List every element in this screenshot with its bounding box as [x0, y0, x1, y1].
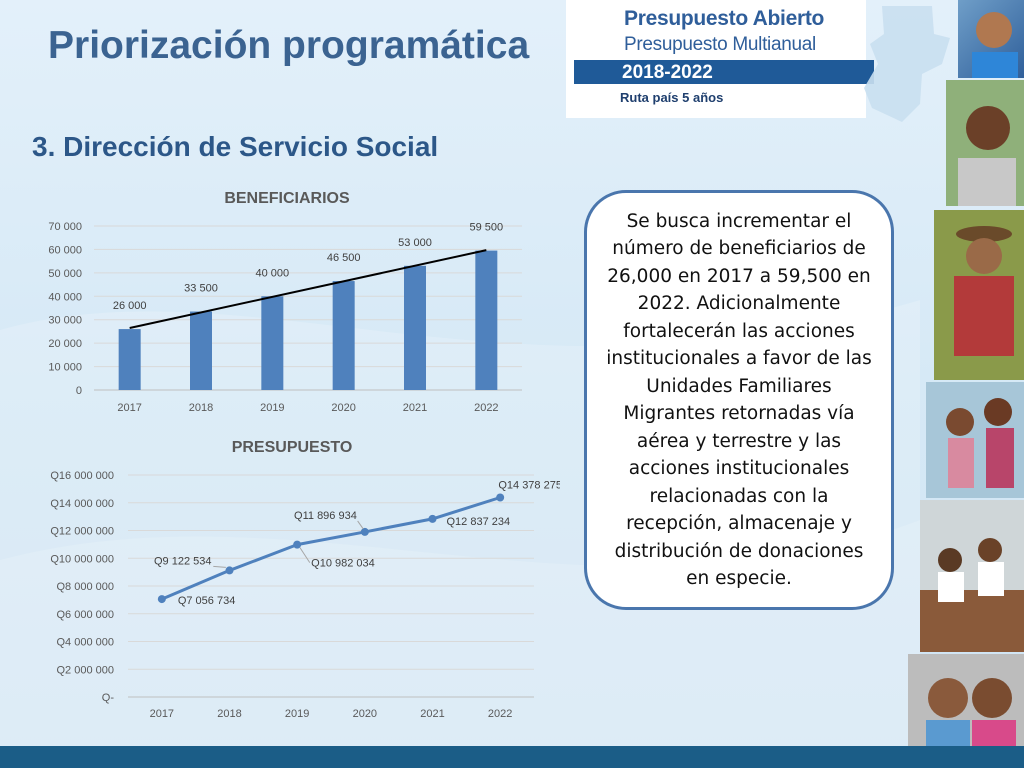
beneficiarios-bar-chart: BENEFICIARIOS 0 10 000 20 000 30 000 40 000 5… — [48, 190, 522, 414]
bar — [404, 265, 426, 390]
line-value-label: Q7 056 734 — [178, 595, 236, 607]
bar-value-label: 46 500 — [327, 252, 361, 264]
bar — [475, 250, 498, 390]
line-ytick-label: Q4 000 000 — [57, 637, 115, 649]
bar-ytick-label: 0 — [76, 385, 82, 397]
line-ytick-label: Q6 000 000 — [57, 609, 115, 621]
bar-xtick-label: 2021 — [403, 402, 427, 414]
bar — [332, 281, 355, 390]
bar-xtick-label: 2017 — [117, 402, 141, 414]
line-xtick-label: 2020 — [353, 708, 377, 720]
bar-ytick-label: 40 000 — [48, 291, 82, 303]
line-chart-title: PRESUPUESTO — [232, 439, 353, 456]
bar-ytick-label: 20 000 — [48, 338, 82, 350]
description-box: Se busca incrementar el número de benefi… — [584, 190, 894, 610]
line-xtick-label: 2019 — [285, 708, 309, 720]
brand-line-4: Ruta país 5 años — [620, 90, 724, 105]
bar-value-label: 59 500 — [470, 222, 504, 234]
line-ytick-label: Q- — [102, 692, 115, 704]
line-ytick-label: Q12 000 000 — [50, 526, 114, 538]
bar-xtick-label: 2018 — [189, 402, 213, 414]
line-label-leader — [299, 547, 311, 563]
bar-value-label: 33 500 — [184, 283, 218, 295]
photo-classroom — [920, 500, 1024, 652]
brand-line-1: Presupuesto Abierto — [624, 7, 825, 30]
brand-line-3: 2018-2022 — [622, 62, 713, 83]
photo-child-2 — [946, 80, 1024, 206]
bar-ytick-label: 70 000 — [48, 221, 82, 233]
line-value-label: Q14 378 275 — [498, 480, 560, 492]
line-ytick-label: Q14 000 000 — [50, 498, 114, 510]
bar — [261, 296, 284, 390]
line-series-path — [161, 496, 501, 601]
line-value-label: Q10 982 034 — [311, 558, 375, 570]
line-xtick-label: 2022 — [488, 708, 512, 720]
page-title: Priorización programática — [48, 24, 530, 67]
line-label-leader — [213, 565, 226, 568]
bar-value-label: 26 000 — [113, 300, 147, 312]
brand-bar — [574, 60, 874, 84]
description-text: Se busca incrementar el número de benefi… — [606, 210, 872, 590]
line-xtick-label: 2018 — [217, 708, 241, 720]
line-point — [360, 527, 369, 536]
line-value-label: Q12 837 234 — [447, 516, 511, 528]
line-ytick-label: Q16 000 000 — [50, 470, 114, 482]
line-xtick-label: 2021 — [420, 708, 444, 720]
presupuesto-line-chart: PRESUPUESTO Q- Q2 000 000 Q4 000 000 Q6 000… — [50, 439, 560, 720]
line-point — [496, 493, 505, 502]
photo-strip — [908, 0, 1024, 748]
section-subtitle: 3. Dirección de Servicio Social — [32, 131, 439, 162]
brand-logo: Presupuesto Abierto Presupuesto Multianu… — [566, 0, 874, 118]
bar-value-label: 53 000 — [398, 237, 432, 249]
line-value-label: Q9 122 534 — [154, 555, 212, 567]
bar-value-label: 40 000 — [256, 267, 290, 279]
bar-chart-title: BENEFICIARIOS — [224, 190, 350, 207]
line-ytick-label: Q10 000 000 — [50, 553, 114, 565]
bar — [118, 329, 141, 390]
line-point — [293, 540, 302, 549]
line-ytick-label: Q2 000 000 — [57, 664, 115, 676]
bar-xtick-label: 2022 — [474, 402, 498, 414]
photo-elder — [934, 210, 1024, 380]
line-label-leader — [357, 520, 364, 530]
bar-xtick-label: 2020 — [331, 402, 355, 414]
bar-ytick-label: 50 000 — [48, 268, 82, 280]
footer-bar — [0, 746, 1024, 768]
line-point — [225, 566, 234, 575]
bar-trendline — [129, 249, 487, 329]
line-ytick-label: Q8 000 000 — [57, 581, 115, 593]
bar-ytick-label: 60 000 — [48, 244, 82, 256]
photo-child-1 — [958, 0, 1024, 78]
line-point — [157, 595, 166, 604]
bar — [190, 311, 212, 390]
line-point — [428, 514, 437, 523]
bar-xtick-label: 2019 — [260, 402, 284, 414]
line-value-label: Q11 896 934 — [294, 510, 357, 522]
photo-girls — [908, 654, 1024, 748]
bar-ytick-label: 10 000 — [48, 362, 82, 374]
country-map-icon — [864, 6, 950, 122]
brand-line-2: Presupuesto Multianual — [624, 34, 816, 55]
line-xtick-label: 2017 — [150, 708, 174, 720]
bar-ytick-label: 30 000 — [48, 315, 82, 327]
photo-children-3 — [926, 382, 1024, 498]
